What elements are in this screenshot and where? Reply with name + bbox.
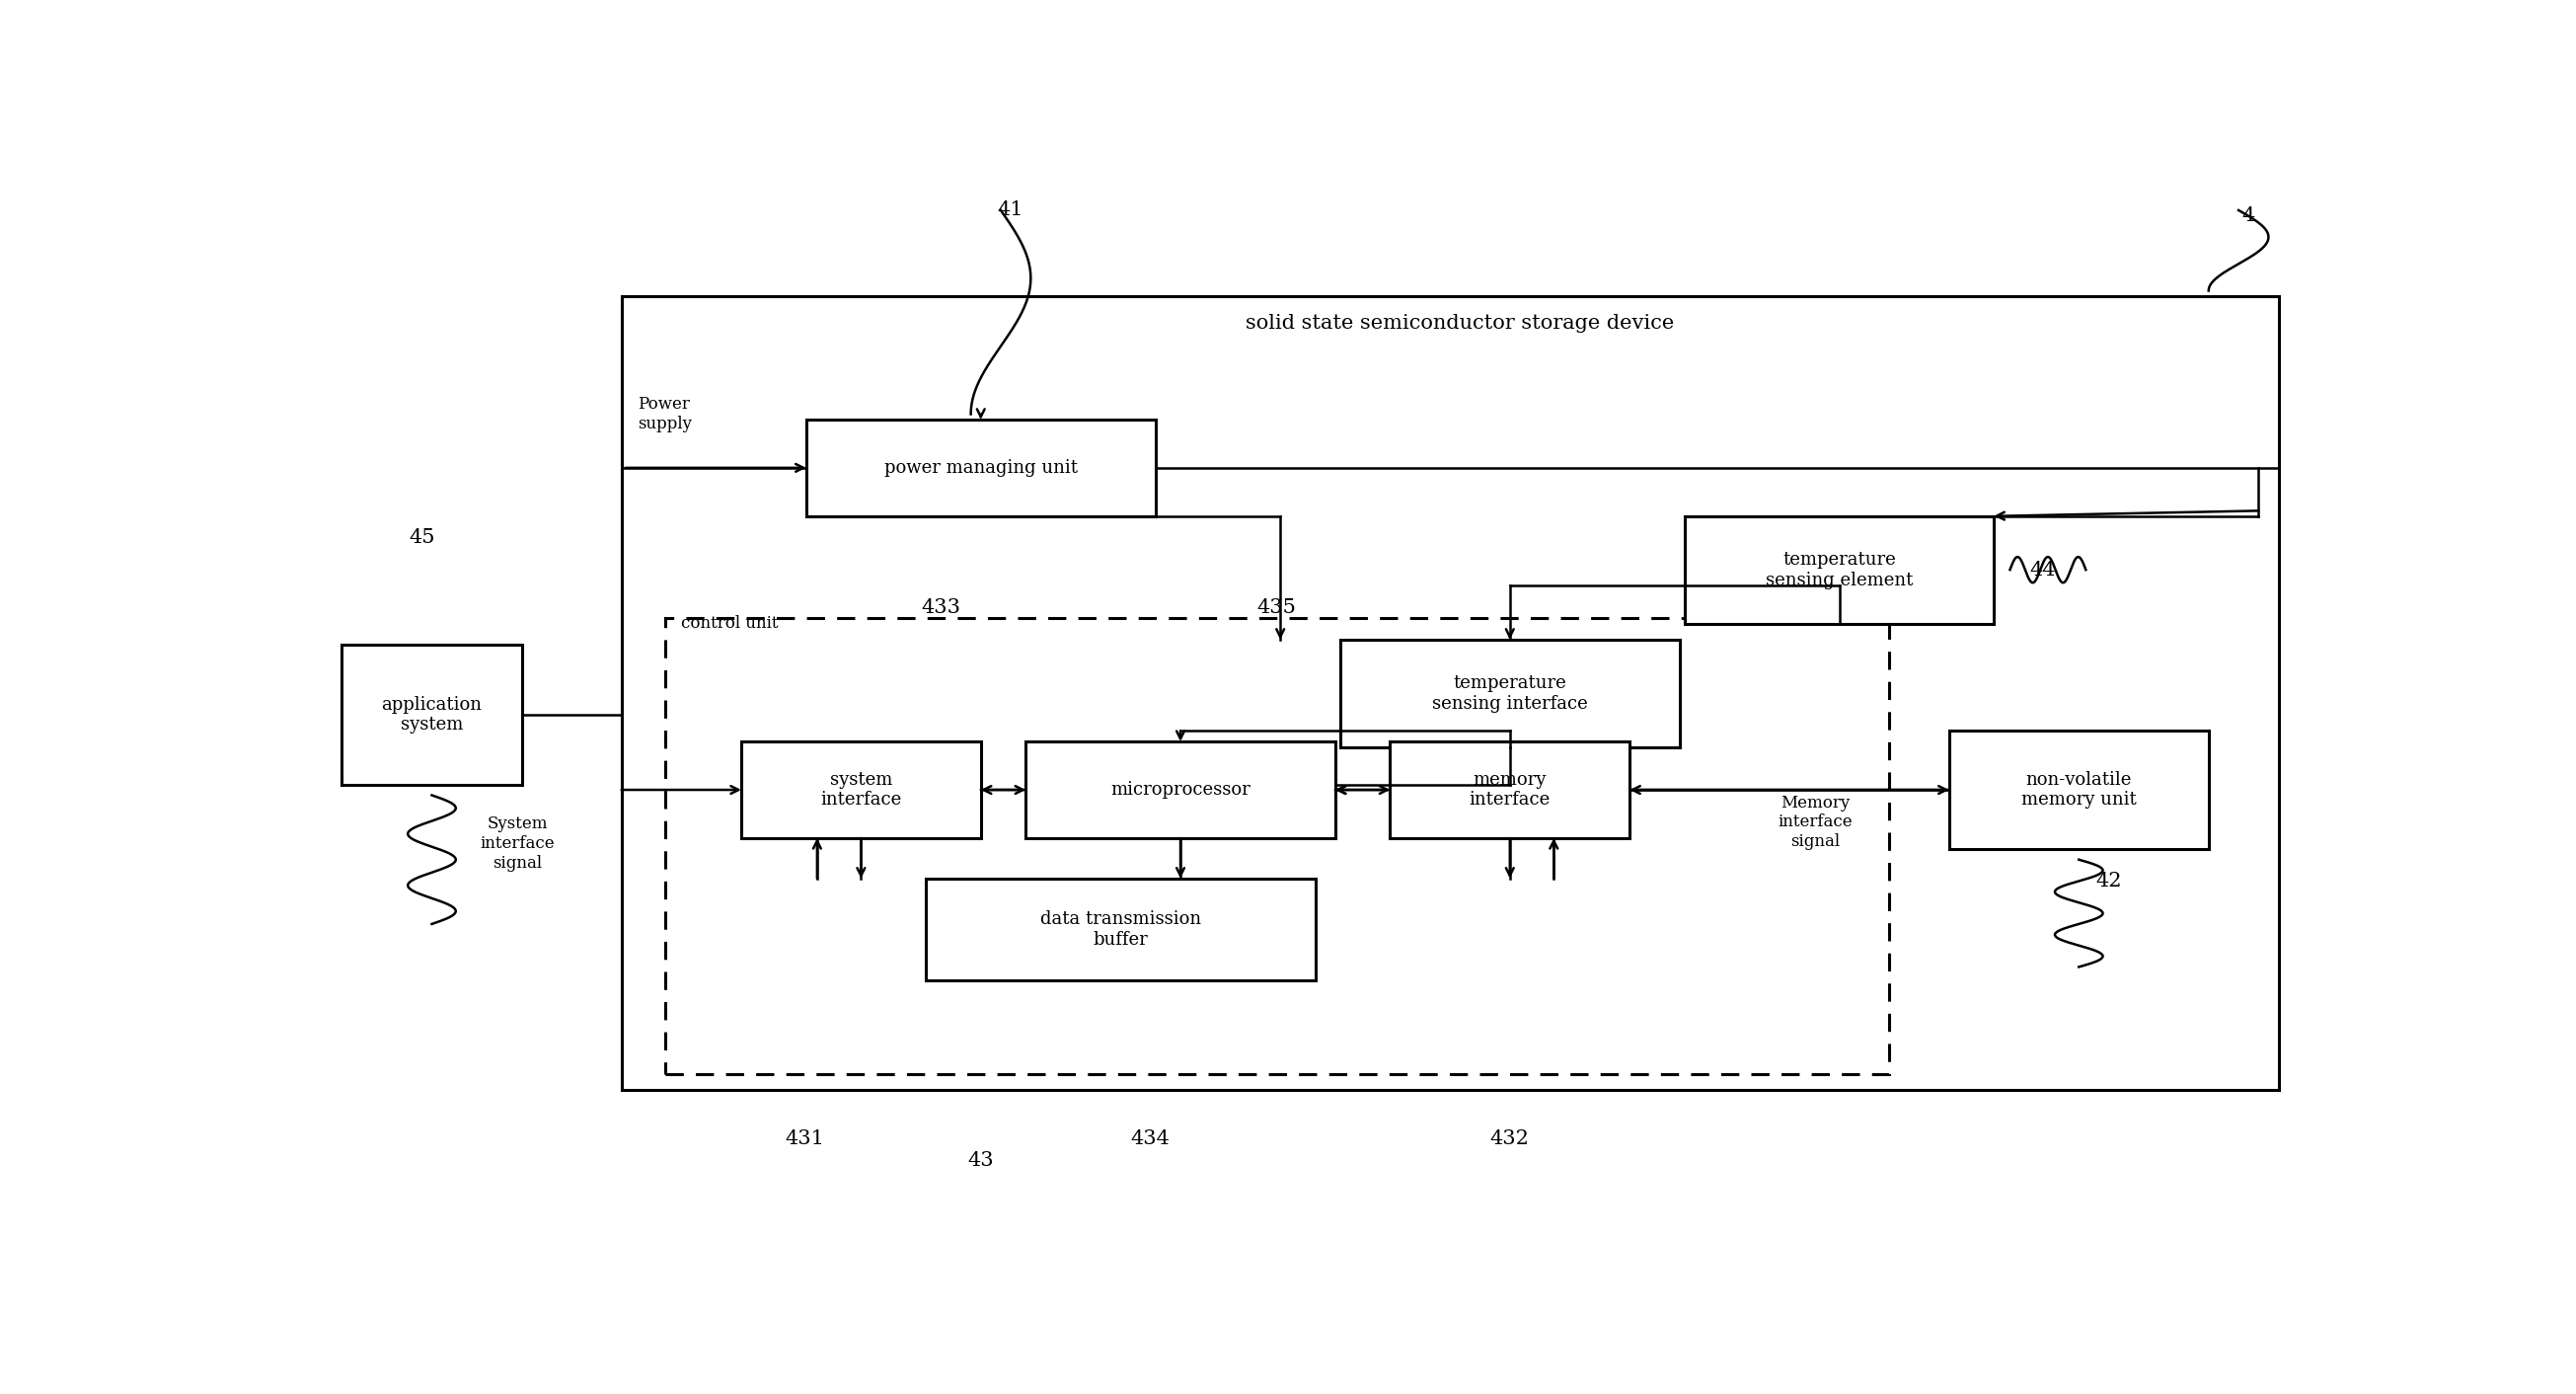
Text: power managing unit: power managing unit: [884, 459, 1077, 477]
Text: system
interface: system interface: [819, 771, 902, 809]
Bar: [806, 420, 1157, 516]
Text: Memory
interface
signal: Memory interface signal: [1777, 795, 1852, 850]
Bar: [1685, 516, 1994, 623]
Text: 45: 45: [410, 528, 435, 546]
Text: 44: 44: [2030, 560, 2056, 579]
Text: microprocessor: microprocessor: [1110, 781, 1249, 799]
Bar: [1340, 640, 1680, 747]
Bar: [343, 645, 520, 785]
Text: control unit: control unit: [680, 615, 778, 631]
Text: 432: 432: [1489, 1129, 1530, 1149]
Bar: [925, 878, 1316, 980]
Text: 42: 42: [2097, 871, 2123, 891]
Text: 433: 433: [922, 598, 961, 616]
Text: memory
interface: memory interface: [1468, 771, 1551, 809]
Bar: [1950, 730, 2208, 849]
Bar: [1025, 742, 1334, 838]
Text: 434: 434: [1131, 1129, 1170, 1149]
Text: application
system: application system: [381, 696, 482, 733]
Text: 41: 41: [997, 201, 1023, 220]
Text: 4: 4: [2241, 206, 2254, 224]
Bar: [742, 742, 981, 838]
Text: Power
supply: Power supply: [636, 396, 693, 432]
Text: temperature
sensing interface: temperature sensing interface: [1432, 675, 1587, 712]
Text: 431: 431: [786, 1129, 824, 1149]
Text: data transmission
buffer: data transmission buffer: [1041, 910, 1200, 948]
Text: non-volatile
memory unit: non-volatile memory unit: [2022, 771, 2136, 809]
Bar: [1391, 742, 1631, 838]
Bar: [665, 618, 1888, 1075]
Text: 43: 43: [969, 1151, 994, 1170]
Text: System
interface
signal: System interface signal: [479, 815, 554, 871]
Text: solid state semiconductor storage device: solid state semiconductor storage device: [1247, 314, 1674, 332]
Bar: [621, 296, 2280, 1090]
Text: 435: 435: [1257, 598, 1296, 616]
Text: temperature
sensing element: temperature sensing element: [1765, 551, 1914, 588]
